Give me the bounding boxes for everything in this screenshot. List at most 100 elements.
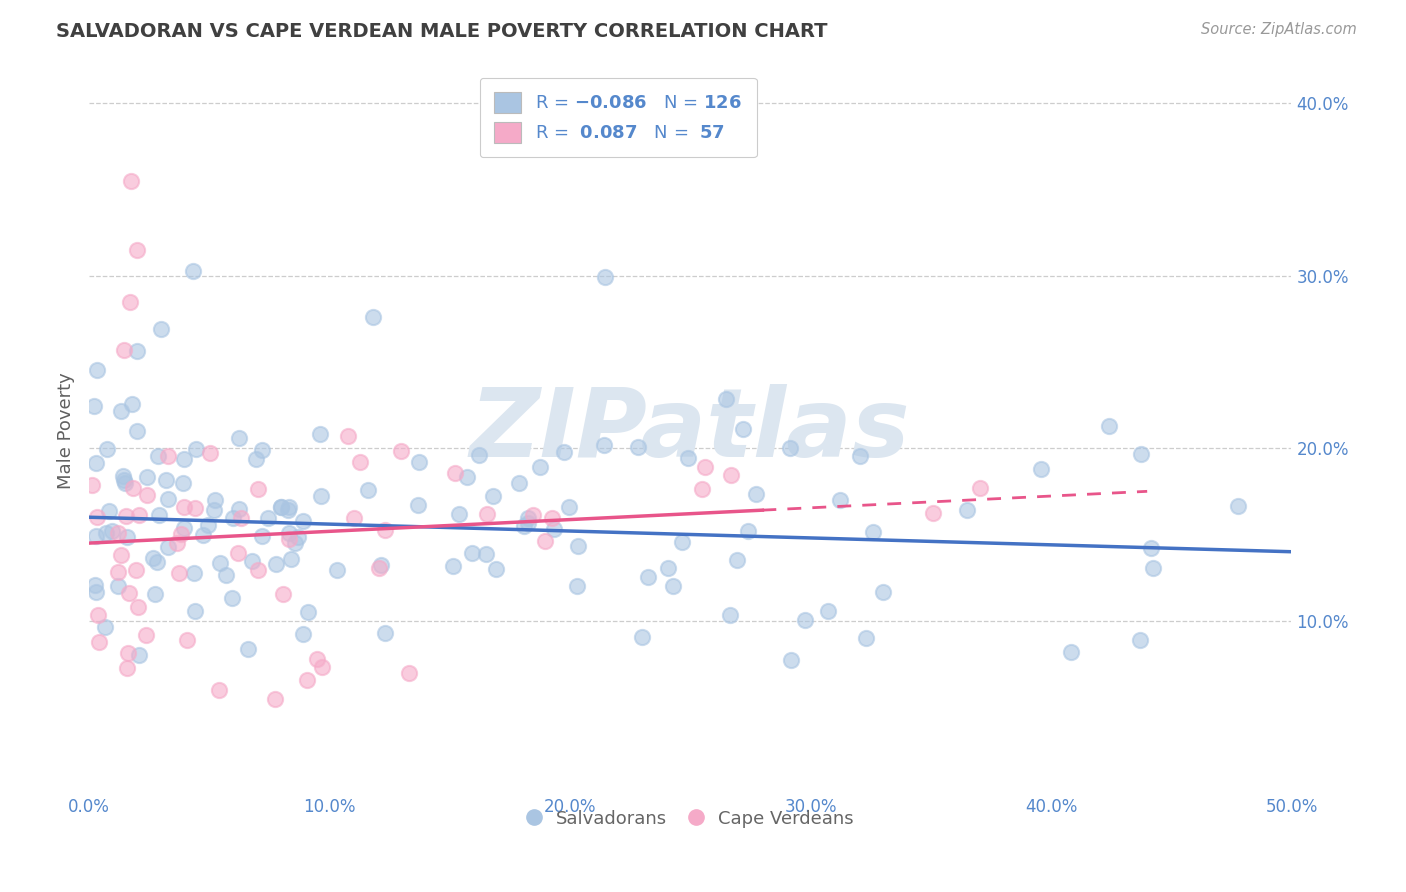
- Point: [309, 426, 332, 441]
- Point: [780, 653, 803, 667]
- Point: [529, 460, 551, 475]
- Point: [208, 683, 231, 698]
- Point: [456, 470, 478, 484]
- Point: [191, 528, 214, 542]
- Point: [155, 473, 177, 487]
- Point: [228, 502, 250, 516]
- Point: [361, 310, 384, 324]
- Point: [84, 456, 107, 470]
- Point: [173, 452, 195, 467]
- Point: [277, 503, 299, 517]
- Point: [287, 530, 309, 544]
- Point: [87, 635, 110, 649]
- Y-axis label: Male Poverty: Male Poverty: [58, 373, 75, 490]
- Point: [121, 397, 143, 411]
- Point: [565, 579, 588, 593]
- Point: [157, 449, 180, 463]
- Point: [543, 522, 565, 536]
- Point: [1059, 645, 1081, 659]
- Point: [1098, 418, 1121, 433]
- Point: [166, 536, 188, 550]
- Point: [630, 630, 652, 644]
- Point: [229, 511, 252, 525]
- Point: [245, 451, 267, 466]
- Point: [517, 516, 540, 530]
- Point: [136, 470, 159, 484]
- Point: [277, 500, 299, 514]
- Point: [125, 344, 148, 359]
- Point: [214, 567, 236, 582]
- Point: [280, 552, 302, 566]
- Point: [737, 524, 759, 538]
- Point: [142, 550, 165, 565]
- Point: [637, 569, 659, 583]
- Point: [297, 673, 319, 687]
- Point: [87, 608, 110, 623]
- Point: [595, 270, 617, 285]
- Point: [567, 539, 589, 553]
- Point: [828, 493, 851, 508]
- Point: [198, 446, 221, 460]
- Point: [96, 442, 118, 456]
- Point: [284, 536, 307, 550]
- Point: [731, 422, 754, 436]
- Point: [475, 507, 498, 521]
- Point: [125, 243, 148, 257]
- Point: [449, 507, 471, 521]
- Point: [264, 558, 287, 572]
- Point: [305, 652, 328, 666]
- Point: [246, 563, 269, 577]
- Point: [128, 508, 150, 522]
- Point: [522, 508, 544, 522]
- Point: [541, 510, 564, 524]
- Text: SALVADORAN VS CAPE VERDEAN MALE POVERTY CORRELATION CHART: SALVADORAN VS CAPE VERDEAN MALE POVERTY …: [56, 22, 828, 41]
- Point: [444, 466, 467, 480]
- Point: [513, 518, 536, 533]
- Point: [725, 552, 748, 566]
- Point: [173, 521, 195, 535]
- Point: [110, 548, 132, 562]
- Point: [117, 646, 139, 660]
- Point: [124, 563, 146, 577]
- Point: [311, 659, 333, 673]
- Point: [86, 363, 108, 377]
- Point: [291, 514, 314, 528]
- Legend: Salvadorans, Cape Verdeans: Salvadorans, Cape Verdeans: [520, 802, 860, 835]
- Point: [118, 294, 141, 309]
- Point: [398, 665, 420, 680]
- Point: [408, 455, 430, 469]
- Point: [135, 628, 157, 642]
- Point: [112, 343, 135, 357]
- Point: [172, 475, 194, 490]
- Point: [956, 503, 979, 517]
- Point: [693, 459, 716, 474]
- Point: [676, 450, 699, 465]
- Point: [460, 546, 482, 560]
- Point: [849, 449, 872, 463]
- Point: [671, 535, 693, 549]
- Point: [183, 500, 205, 515]
- Point: [115, 660, 138, 674]
- Point: [149, 321, 172, 335]
- Point: [114, 476, 136, 491]
- Text: Source: ZipAtlas.com: Source: ZipAtlas.com: [1201, 22, 1357, 37]
- Point: [148, 450, 170, 464]
- Point: [228, 431, 250, 445]
- Point: [94, 620, 117, 634]
- Point: [127, 599, 149, 614]
- Point: [120, 174, 142, 188]
- Point: [718, 607, 741, 622]
- Point: [80, 477, 103, 491]
- Point: [145, 555, 167, 569]
- Point: [1226, 499, 1249, 513]
- Point: [173, 500, 195, 514]
- Point: [176, 632, 198, 647]
- Point: [661, 578, 683, 592]
- Point: [204, 492, 226, 507]
- Point: [343, 510, 366, 524]
- Point: [118, 586, 141, 600]
- Point: [84, 529, 107, 543]
- Point: [558, 500, 581, 514]
- Point: [1142, 561, 1164, 575]
- Point: [135, 488, 157, 502]
